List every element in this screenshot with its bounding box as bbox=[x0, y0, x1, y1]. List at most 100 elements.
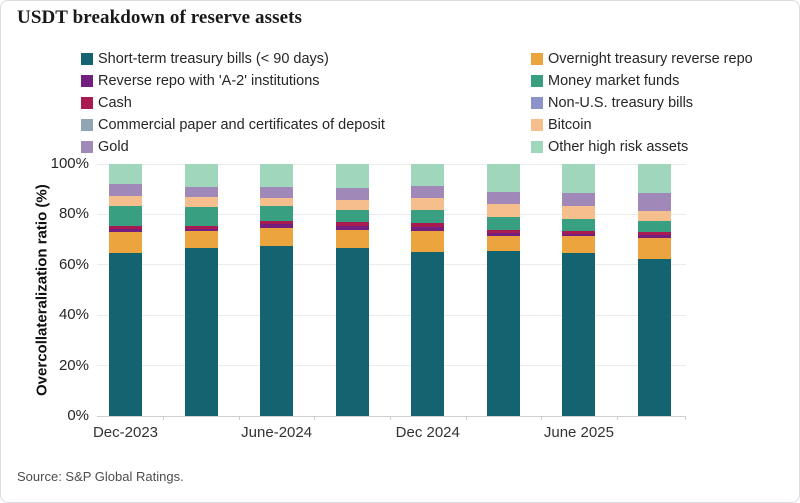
axis-tick bbox=[465, 416, 467, 420]
x-tick-label: June 2025 bbox=[543, 424, 614, 441]
chart-title: USDT breakdown of reserve assets bbox=[17, 7, 303, 28]
legend-swatch-short_term bbox=[81, 53, 93, 65]
y-tick-label: 0% bbox=[67, 407, 89, 424]
bar-segment-overnight_repo bbox=[109, 232, 142, 254]
bar-segment-cash bbox=[562, 231, 596, 234]
legend-label-cash: Cash bbox=[98, 95, 132, 111]
bar-segment-bitcoin bbox=[562, 206, 596, 220]
bar-segment-other_high_risk bbox=[109, 164, 142, 185]
legend-item-commercial_paper: Commercial paper and certificates of dep… bbox=[81, 114, 385, 136]
bar-segment-money_market bbox=[184, 207, 218, 227]
bar-segment-money_market bbox=[335, 209, 369, 222]
bar-segment-other_high_risk bbox=[184, 164, 218, 188]
legend-label-other_high_risk: Other high risk assets bbox=[548, 139, 689, 155]
bar-segment-other_high_risk bbox=[486, 164, 520, 193]
legend-swatch-gold bbox=[81, 141, 93, 153]
bar-segment-short_term bbox=[260, 245, 294, 416]
legend-label-non_us_treasury: Non-U.S. treasury bills bbox=[548, 95, 694, 111]
legend-swatch-a2_repo bbox=[81, 75, 93, 87]
bar-segment-gold bbox=[335, 188, 369, 200]
x-tick-label: Dec-2023 bbox=[92, 424, 159, 441]
bar-segment-money_market bbox=[109, 205, 142, 226]
legend-item-overnight_repo: Overnight treasury reverse repo bbox=[531, 48, 753, 70]
legend-item-short_term: Short-term treasury bills (< 90 days) bbox=[81, 48, 385, 70]
y-tick-label: 20% bbox=[58, 356, 89, 374]
bar-segment-money_market bbox=[562, 219, 596, 232]
bar-segment-money_market bbox=[486, 217, 520, 230]
bar-segment-other_high_risk bbox=[260, 164, 294, 187]
bar-segment-gold bbox=[411, 186, 445, 199]
legend-label-short_term: Short-term treasury bills (< 90 days) bbox=[98, 51, 329, 67]
bar-segment-short_term bbox=[637, 258, 671, 416]
y-tick-label: 100% bbox=[50, 155, 89, 172]
x-tick-label: Dec 2024 bbox=[395, 424, 460, 441]
legend-label-gold: Gold bbox=[98, 139, 129, 155]
bar-segment-bitcoin bbox=[486, 204, 520, 218]
bar-segment-gold bbox=[637, 193, 671, 212]
x-tick-label: June-2024 bbox=[241, 424, 313, 441]
gridline bbox=[97, 365, 686, 367]
legend-column-left: Short-term treasury bills (< 90 days) Rev… bbox=[81, 48, 385, 158]
legend-label-overnight_repo: Overnight treasury reverse repo bbox=[548, 51, 753, 67]
bar-segment-bitcoin bbox=[411, 198, 445, 211]
bar-segment-a2_repo bbox=[260, 224, 294, 228]
bar-segment-overnight_repo bbox=[335, 229, 369, 249]
bar-segment-cash bbox=[637, 231, 671, 236]
legend-swatch-bitcoin bbox=[531, 119, 543, 131]
y-tick-label: 80% bbox=[58, 205, 89, 223]
axis-tick bbox=[314, 416, 316, 420]
bar-segment-short_term bbox=[335, 248, 369, 416]
bar-segment-short_term bbox=[562, 253, 596, 416]
gridline bbox=[97, 415, 686, 417]
bar-segment-a2_repo bbox=[411, 226, 445, 231]
bar-segment-money_market bbox=[637, 221, 671, 232]
gridline bbox=[97, 213, 686, 215]
bar-segment-cash bbox=[411, 223, 445, 227]
bar-segment-a2_repo bbox=[184, 229, 218, 231]
axis-tick bbox=[163, 416, 165, 420]
axis-tick bbox=[616, 416, 618, 420]
legend-label-a2_repo: Reverse repo with 'A-2' institutions bbox=[98, 73, 320, 89]
legend-swatch-overnight_repo bbox=[531, 53, 543, 65]
legend-label-commercial_paper: Commercial paper and certificates of dep… bbox=[98, 117, 385, 133]
bar-segment-overnight_repo bbox=[260, 227, 294, 246]
bar-segment-overnight_repo bbox=[486, 235, 520, 251]
legend-swatch-other_high_risk bbox=[531, 141, 543, 153]
y-axis-title: Overcollateralization ratio (%) bbox=[33, 184, 51, 396]
bar-segment-bitcoin bbox=[260, 198, 294, 207]
bar-segment-cash bbox=[486, 229, 520, 233]
bar-segment-gold bbox=[562, 193, 596, 207]
bar-segment-short_term bbox=[411, 251, 445, 416]
bar-segment-short_term bbox=[109, 253, 142, 416]
legend-item-non_us_treasury: Non-U.S. treasury bills bbox=[531, 92, 753, 114]
bar-segment-bitcoin bbox=[184, 197, 218, 208]
bar-segment-a2_repo bbox=[486, 232, 520, 236]
plot-area bbox=[97, 163, 686, 420]
bar-segment-gold bbox=[184, 187, 218, 198]
legend-item-cash: Cash bbox=[81, 92, 385, 114]
bar-segment-a2_repo bbox=[335, 225, 369, 230]
bar-segment-a2_repo bbox=[637, 235, 671, 238]
bar-segment-short_term bbox=[486, 250, 520, 416]
legend-column-right: Overnight treasury reverse repo Money mar… bbox=[531, 48, 753, 158]
gridline bbox=[97, 314, 686, 316]
legend-item-gold: Gold bbox=[81, 136, 385, 158]
bar-segment-a2_repo bbox=[562, 233, 596, 237]
legend-item-a2_repo: Reverse repo with 'A-2' institutions bbox=[81, 70, 385, 92]
bar-segment-short_term bbox=[184, 248, 218, 416]
bar-segment-bitcoin bbox=[335, 199, 369, 210]
bar-segment-bitcoin bbox=[109, 195, 142, 206]
bar-segment-cash bbox=[335, 221, 369, 226]
bar-segment-overnight_repo bbox=[184, 230, 218, 249]
bar-segment-overnight_repo bbox=[562, 236, 596, 254]
y-tick-label: 60% bbox=[58, 255, 89, 273]
legend-swatch-money_market bbox=[531, 75, 543, 87]
gridline bbox=[97, 163, 686, 165]
axis-tick bbox=[541, 416, 543, 420]
bar-segment-cash bbox=[260, 221, 294, 225]
bar-segment-overnight_repo bbox=[411, 230, 445, 252]
legend-swatch-commercial_paper bbox=[81, 119, 93, 131]
bar-segment-cash bbox=[184, 226, 218, 230]
legend-swatch-cash bbox=[81, 97, 93, 109]
bar-segment-overnight_repo bbox=[637, 237, 671, 259]
